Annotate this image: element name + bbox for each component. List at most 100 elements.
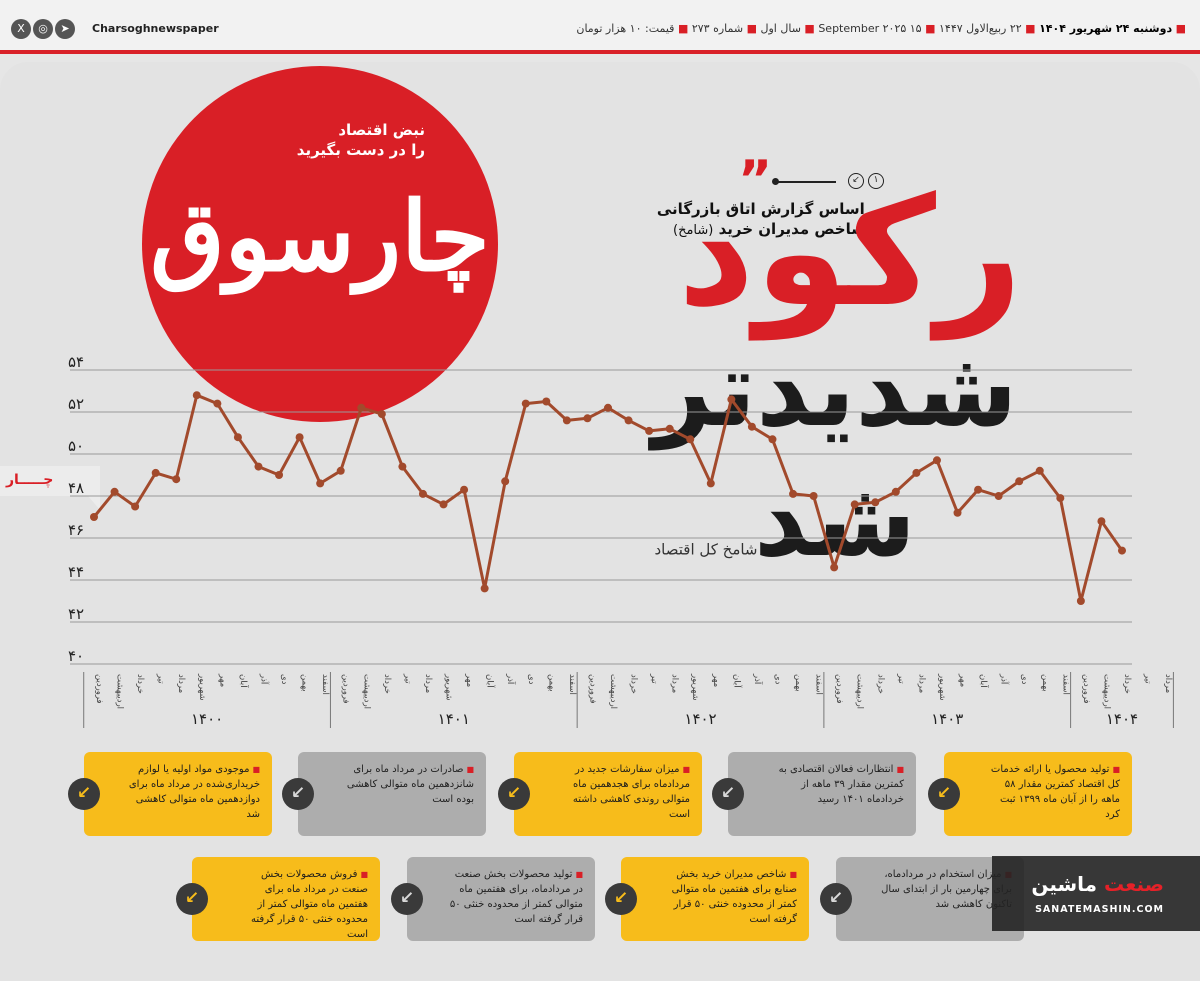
- fact-row2-card: ↙ شاخص مدیران خرید بخش صنایع برای هفتمین …: [605, 857, 809, 941]
- x-tick-label: تیر: [896, 673, 906, 684]
- data-point: [562, 416, 571, 425]
- data-point: [706, 479, 715, 488]
- arrow-down-left-icon: ↙: [605, 883, 637, 915]
- arrow-down-left-icon: ↙: [391, 883, 423, 915]
- fact-row1-card: ↙ میزان سفارشات جدید در مردادماه برای هجد…: [498, 752, 702, 836]
- y-tick-label: ۴۰: [68, 647, 84, 665]
- data-point: [932, 456, 941, 465]
- data-point: [418, 489, 427, 498]
- x-tick-label: اردیبهشت: [361, 674, 371, 709]
- subhead: بر اساس گزارش اتاق بازرگانی از شاخص مدیر…: [640, 199, 885, 241]
- x-tick-label: آذر: [999, 673, 1011, 685]
- data-point: [316, 479, 325, 488]
- logo-circle: [142, 66, 498, 422]
- x-tick-label: فروردین: [1081, 674, 1091, 704]
- instagram-icon[interactable]: ◎: [33, 19, 53, 39]
- data-point: [192, 391, 201, 400]
- x-tick-label: دی: [526, 674, 536, 685]
- x-tick-label: مرداد: [670, 674, 680, 693]
- x-tick-label: اردیبهشت: [1101, 674, 1111, 709]
- date-hijri: ۲۲ ربیع‌الاول ۱۴۴۷: [939, 22, 1022, 35]
- data-point: [665, 424, 674, 433]
- telegram-icon[interactable]: ➤: [55, 19, 75, 39]
- card-text: میزان استخدام در مردادماه، برای چهارمین …: [876, 867, 1012, 912]
- slogan-line-2: را در دست بگیرید: [296, 141, 425, 159]
- watermark-url: SANATEMASHIN.COM: [1035, 904, 1164, 915]
- data-point: [891, 487, 900, 496]
- data-point: [727, 395, 736, 404]
- data-point: [850, 500, 859, 509]
- x-tick-label: دی: [279, 674, 289, 685]
- data-point: [830, 563, 839, 572]
- logo-slogan: نبض اقتصاد را در دست بگیرید: [265, 120, 425, 160]
- x-tick-label: تیر: [649, 673, 659, 684]
- x-tick-label: شهریور: [690, 673, 700, 701]
- x-tick-label: آذر: [752, 673, 764, 685]
- y-tick-label: ۴۲: [68, 605, 84, 623]
- data-point: [439, 500, 448, 509]
- data-point: [1118, 546, 1126, 555]
- data-point: [1056, 494, 1065, 503]
- x-tick-label: اسفند: [1060, 674, 1070, 695]
- data-point: [624, 416, 633, 425]
- headline-secondary: شدیدتر شد: [652, 328, 1018, 580]
- card-text: تولید محصولات بخش صنعت در مردادماه، برای…: [447, 867, 583, 927]
- year-label: ۱۴۰۴: [1106, 710, 1138, 728]
- data-point: [1076, 597, 1085, 605]
- data-point: [542, 397, 551, 406]
- newspaper-handle[interactable]: Charsoghnewspaper: [92, 22, 219, 35]
- x-tick-label: آبان: [485, 674, 497, 688]
- x-tick-label: مرداد: [1163, 674, 1173, 693]
- data-point: [1097, 517, 1106, 526]
- data-point: [357, 403, 366, 412]
- top-bar: X ◎ ➤ Charsoghnewspaper ■ دوشنبه ۲۴ شهریور…: [0, 0, 1200, 50]
- subhead-note: (شامخ): [673, 223, 714, 238]
- x-tick-label: مهر: [464, 673, 474, 687]
- x-tick-label: خرداد: [135, 674, 145, 694]
- card-text: میزان سفارشات جدید در مردادماه برای هجده…: [554, 762, 690, 822]
- data-point: [1015, 477, 1024, 486]
- x-tick-label: شهریور: [444, 673, 454, 701]
- x-tick-label: اردیبهشت: [855, 674, 865, 709]
- data-point: [254, 462, 263, 471]
- data-point: [912, 468, 921, 477]
- fact-row1-card: ↙ انتظارات فعالان اقتصادی به کمترین مقدار…: [712, 752, 916, 836]
- year-label: ۱۴۰۲: [684, 710, 716, 728]
- data-point: [480, 584, 489, 593]
- subhead-line-2: از شاخص مدیران خرید: [718, 220, 885, 238]
- data-point: [974, 485, 983, 494]
- data-point: [747, 422, 756, 431]
- issue-label: شماره ۲۷۳: [691, 22, 744, 35]
- arrow-down-left-icon: ↙: [712, 778, 744, 810]
- x-tick-label: اردیبهشت: [115, 674, 125, 709]
- data-point: [110, 487, 119, 496]
- data-point: [336, 466, 345, 475]
- card-text: تولید محصول یا ارائه خدمات کل اقتصاد کمت…: [984, 762, 1120, 822]
- data-point: [131, 502, 140, 511]
- kicker-rule: [776, 181, 836, 183]
- x-icon[interactable]: X: [11, 19, 31, 39]
- y-tick-label: ۴۸: [68, 479, 84, 497]
- data-point: [789, 489, 798, 498]
- arrow-down-left-icon: ↙: [282, 778, 314, 810]
- x-tick-label: خرداد: [629, 674, 639, 694]
- side-tag: چـــــار: [0, 466, 100, 510]
- year-label: ۱۴۰۱: [438, 710, 470, 728]
- data-point: [1035, 466, 1044, 475]
- x-tick-label: شهریور: [197, 673, 207, 701]
- x-tick-label: اسفند: [814, 674, 824, 695]
- year-label: ۱۴۰۰: [191, 710, 223, 728]
- data-point: [295, 433, 304, 442]
- x-tick-label: فروردین: [587, 674, 597, 704]
- x-tick-label: تیر: [1143, 673, 1153, 684]
- year-label: ۱۴۰۳: [931, 710, 963, 728]
- x-tick-label: آبان: [238, 674, 250, 688]
- x-tick-label: خرداد: [1122, 674, 1132, 694]
- x-tick-label: آذر: [258, 673, 270, 685]
- fact-row1-card: ↙ تولید محصول یا ارائه خدمات کل اقتصاد کم…: [928, 752, 1132, 836]
- side-tag-label: چـــــار: [6, 472, 54, 488]
- x-tick-label: دی: [772, 674, 782, 685]
- data-point: [90, 513, 98, 521]
- data-point: [275, 471, 284, 479]
- data-point: [151, 468, 160, 477]
